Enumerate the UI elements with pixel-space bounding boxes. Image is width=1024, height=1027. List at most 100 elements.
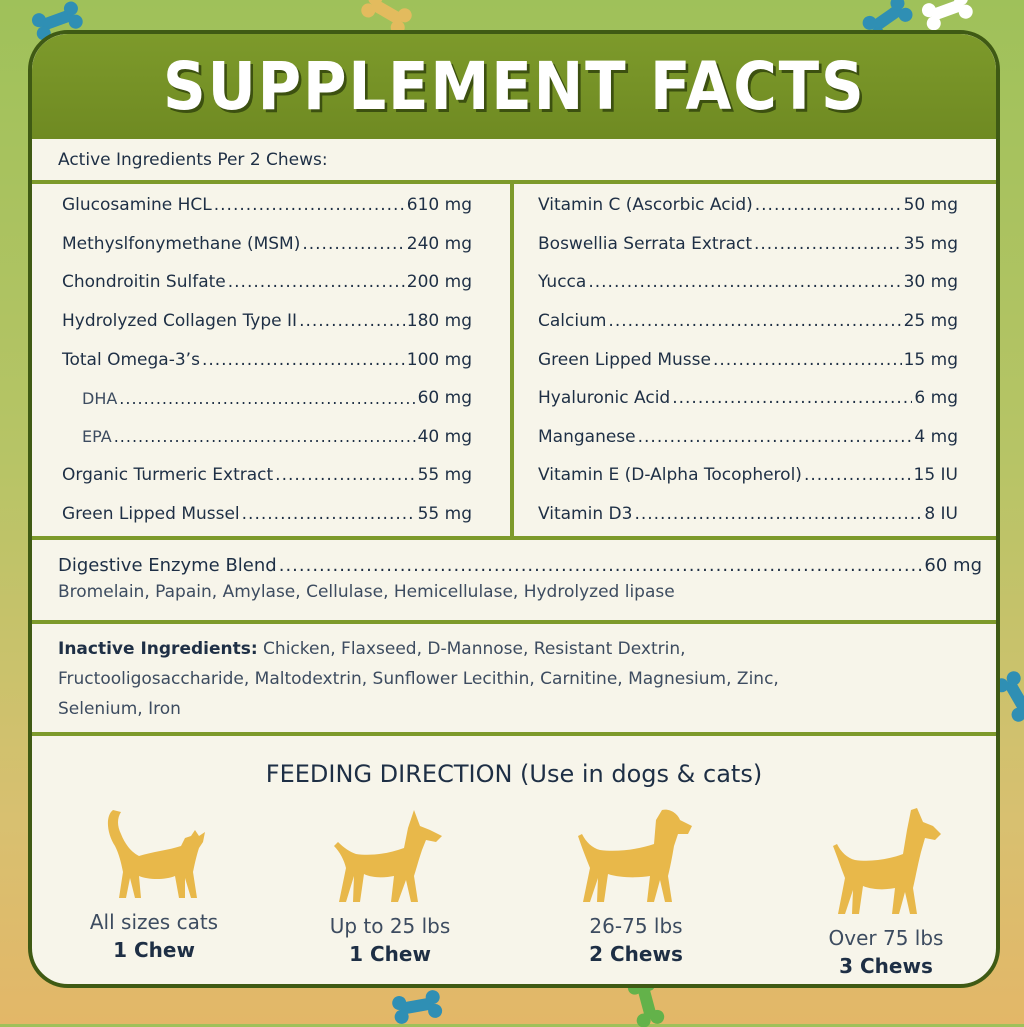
inactive-text: Chicken, Flaxseed, D-Mannose, Resistant …	[58, 639, 779, 719]
ingredient-row: Vitamin C (Ascorbic Acid) 50 mg	[538, 186, 958, 225]
ingredient-name: Vitamin D3	[538, 504, 633, 525]
ingredient-amount: 55 mg	[417, 465, 472, 486]
bone-decoration	[369, 0, 405, 26]
ingredient-name: Methyslfonymethane (MSM)	[62, 233, 301, 254]
ingredient-amount: 40 mg	[417, 426, 472, 447]
feed-dose: 2 Chews	[589, 942, 683, 966]
feed-item-cat: All sizes cats 1 Chew	[54, 806, 254, 962]
ingredient-row: Calcium 25 mg	[538, 302, 958, 341]
ingredient-name: Green Lipped Musse	[538, 349, 711, 370]
ingredient-row: Hydrolyzed Collagen Type II 180 mg	[62, 302, 472, 341]
divider	[32, 620, 996, 624]
ingredient-name: Green Lipped Mussel	[62, 504, 240, 525]
ingredient-name: Chondroitin Sulfate	[62, 272, 226, 293]
leader-dots	[634, 504, 922, 524]
ingredient-row: Yucca 30 mg	[538, 263, 958, 302]
ingredient-name: DHA	[82, 388, 118, 408]
ingredient-name: Manganese	[538, 426, 636, 447]
leader-dots	[279, 555, 923, 576]
ingredient-row: Manganese 4 mg	[538, 418, 958, 457]
medium-dog-icon	[578, 809, 692, 902]
ingredient-amount: 100 mg	[406, 349, 472, 370]
ingredient-amount: 25 mg	[903, 311, 958, 332]
leader-dots	[275, 465, 415, 485]
per-serving-label: Active Ingredients Per 2 Chews:	[58, 150, 328, 170]
ingredient-amount: 15 IU	[913, 465, 959, 486]
page-title: SUPPLEMENT FACTS	[162, 48, 866, 125]
leader-dots	[588, 272, 901, 292]
ingredient-row: Green Lipped Musse 15 mg	[538, 340, 958, 379]
leader-dots	[299, 311, 405, 331]
ingredient-amount: 55 mg	[417, 504, 472, 525]
feed-range: 26-75 lbs	[589, 914, 683, 938]
header-bar: SUPPLEMENT FACTS	[32, 34, 996, 139]
ingredient-row: Hyaluronic Acid 6 mg	[538, 379, 958, 418]
ingredient-name: Boswellia Serrata Extract	[538, 233, 752, 254]
leader-dots	[302, 234, 404, 254]
ingredient-amount: 50 mg	[903, 195, 958, 216]
ingredient-name: Calcium	[538, 311, 607, 332]
feed-range: Over 75 lbs	[828, 926, 944, 950]
ingredient-amount: 200 mg	[406, 272, 472, 293]
ingredient-amount: 30 mg	[903, 272, 958, 293]
feed-item-medium-dog: 26-75 lbs 2 Chews	[536, 806, 736, 966]
bone-decoration	[928, 0, 966, 22]
feed-dose: 3 Chews	[839, 954, 933, 978]
divider	[32, 180, 996, 184]
feed-item-small-dog: Up to 25 lbs 1 Chew	[290, 806, 490, 966]
leader-dots	[608, 311, 901, 331]
leader-dots	[804, 465, 912, 485]
ingredient-row: Vitamin D3 8 IU	[538, 495, 958, 534]
column-divider	[510, 182, 514, 536]
feed-range: Up to 25 lbs	[329, 914, 451, 938]
ingredient-name: Hydrolyzed Collagen Type II	[62, 311, 298, 332]
ingredient-name: Vitamin E (D-Alpha Tocopherol)	[538, 465, 802, 486]
ingredient-amount: 4 mg	[914, 426, 958, 447]
ingredient-amount: 6 mg	[914, 388, 958, 409]
leader-dots	[114, 427, 416, 446]
divider	[32, 536, 996, 540]
enzyme-row: Digestive Enzyme Blend 60 mg	[58, 550, 982, 580]
feeding-title: FEEDING DIRECTION (Use in dogs & cats)	[265, 760, 763, 788]
leader-dots	[713, 350, 902, 370]
small-dog-icon	[334, 810, 442, 902]
ingredient-amount: 35 mg	[903, 233, 958, 254]
leader-dots	[754, 234, 902, 254]
ingredient-row: EPA 40 mg	[62, 418, 472, 457]
ingredient-amount: 60 mg	[417, 388, 472, 409]
bone-decoration	[399, 997, 435, 1015]
ingredient-amount: 240 mg	[406, 233, 472, 254]
leader-dots	[214, 195, 405, 215]
ingredient-column-left: Glucosamine HCL 610 mg Methyslfonymethane …	[62, 186, 472, 533]
ingredient-row: Total Omega-3’s 100 mg	[62, 340, 472, 379]
leader-dots	[755, 195, 902, 215]
bone-decoration	[1003, 678, 1024, 714]
ingredient-row: Green Lipped Mussel 55 mg	[62, 495, 472, 534]
ingredient-name: Organic Turmeric Extract	[62, 465, 274, 486]
enzyme-section: Digestive Enzyme Blend 60 mg Bromelain, …	[58, 550, 982, 603]
divider	[32, 732, 996, 736]
leader-dots	[202, 350, 405, 370]
ingredient-row: DHA 60 mg	[62, 379, 472, 418]
ingredient-name: Yucca	[538, 272, 587, 293]
ingredient-name: Total Omega-3’s	[62, 349, 200, 370]
enzyme-name: Digestive Enzyme Blend	[58, 554, 277, 576]
leader-dots	[242, 504, 416, 524]
ingredient-name: Glucosamine HCL	[62, 195, 212, 216]
bone-decoration	[869, 3, 905, 33]
ingredient-row: Vitamin E (D-Alpha Tocopherol) 15 IU	[538, 456, 958, 495]
feed-dose: 1 Chew	[349, 942, 431, 966]
leader-dots	[228, 272, 405, 292]
ingredient-name: EPA	[82, 427, 112, 447]
ingredient-column-right: Vitamin C (Ascorbic Acid) 50 mg Boswellia …	[538, 186, 958, 533]
inactive-ingredients: Inactive Ingredients: Chicken, Flaxseed,…	[58, 634, 838, 724]
ingredient-row: Glucosamine HCL 610 mg	[62, 186, 472, 225]
ingredient-row: Chondroitin Sulfate 200 mg	[62, 263, 472, 302]
inactive-label: Inactive Ingredients:	[58, 639, 258, 659]
cat-icon	[107, 810, 205, 898]
ingredient-amount: 180 mg	[406, 311, 472, 332]
feed-item-large-dog: Over 75 lbs 3 Chews	[786, 806, 986, 978]
ingredient-row: Organic Turmeric Extract 55 mg	[62, 456, 472, 495]
enzyme-amount: 60 mg	[924, 554, 982, 576]
ingredient-amount: 15 mg	[903, 349, 958, 370]
